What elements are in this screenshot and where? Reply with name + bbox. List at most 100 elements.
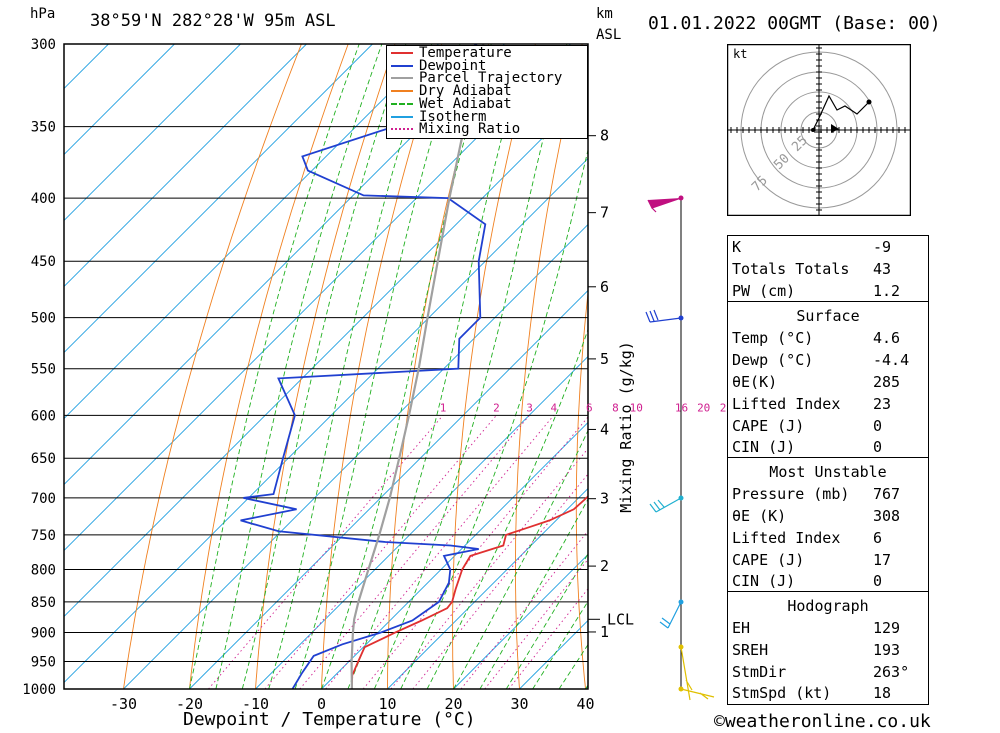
- storm-motion-arrow: [831, 124, 839, 133]
- surface-cin-value: 0: [873, 438, 883, 456]
- legend-item: Parcel Trajectory: [391, 70, 563, 87]
- dry-adiabat-line: [635, 44, 675, 689]
- sreh-label: SREH: [732, 641, 769, 659]
- legend-swatch: [391, 64, 413, 67]
- pressure-tick-label: 300: [31, 37, 56, 53]
- pressure-tick-label: 700: [31, 491, 56, 507]
- hodo-table-title: Hodograph: [787, 597, 869, 615]
- isotherm-line: [123, 223, 588, 689]
- temp-tick-label: 0: [317, 695, 326, 713]
- mu-thetae-value: 308: [873, 507, 901, 525]
- unit-asl: ASL: [596, 27, 622, 43]
- mixing-ratio-tick-label: 16: [675, 401, 688, 414]
- mixing-ratio-line: [362, 416, 588, 689]
- legend-item: Wet Adiabat: [391, 95, 512, 112]
- pressure-tick-label: 500: [31, 311, 56, 327]
- legend-label: Mixing Ratio: [419, 121, 521, 138]
- wet-adiabat-line: [241, 44, 407, 689]
- mu-pressure-value: 767: [873, 485, 901, 503]
- surface-box: Surface Temp (°C) 4.6 Dewp (°C) -4.4 θE(…: [727, 301, 929, 459]
- legend-label: Wet Adiabat: [419, 95, 512, 112]
- wet-adiabat-line: [294, 44, 461, 689]
- surface-li-label: Lifted Index: [732, 395, 841, 413]
- wet-adiabat-line: [373, 44, 568, 689]
- surface-thetae-value: 285: [873, 373, 901, 391]
- mixing-ratio-tick-label: 20: [697, 401, 710, 414]
- temp-tick-label: 40: [576, 695, 594, 713]
- mu-cin-value: 0: [873, 572, 883, 590]
- mu-title: Most Unstable: [769, 463, 887, 481]
- eh-value: 129: [873, 619, 901, 637]
- wind-barb: [680, 688, 715, 700]
- pressure-tick-label: 550: [31, 362, 56, 378]
- isotherm-line: [64, 44, 439, 420]
- mixing-ratio-tick-label: 10: [630, 401, 643, 414]
- temperature-series: [351, 495, 588, 689]
- legend-label: Parcel Trajectory: [419, 70, 563, 87]
- pressure-tick-label: 600: [31, 408, 56, 424]
- legend: Temperature Dewpoint Parcel Trajectory Dry …: [386, 45, 588, 139]
- mixing-ratio-line: [325, 415, 555, 689]
- legend-item: Isotherm: [391, 108, 487, 125]
- totals-label: Totals Totals: [732, 260, 850, 278]
- stmdir-value: 263°: [873, 663, 910, 681]
- pressure-tick-label: 400: [31, 191, 56, 207]
- surface-li-value: 23: [873, 395, 892, 413]
- dry-adiabat-line: [123, 44, 302, 689]
- isotherm-line: [64, 91, 588, 618]
- stmspd-label: StmSpd (kt): [732, 684, 832, 702]
- mu-cin-label: CIN (J): [732, 572, 796, 590]
- mixing-ratio-tick-label: 1: [440, 401, 447, 414]
- height-tick-label: 4: [600, 420, 609, 438]
- isotherm-line: [64, 157, 588, 684]
- legend-swatch: [391, 52, 413, 54]
- isotherm-line: [255, 355, 588, 689]
- isotherm-line: [64, 44, 505, 486]
- surface-temp-value: 4.6: [873, 329, 901, 347]
- pressure-tick-label: 850: [31, 595, 56, 611]
- wind-barb: [647, 197, 682, 213]
- legend-item: Dewpoint: [391, 59, 486, 73]
- pressure-tick-label: 450: [31, 254, 56, 270]
- hodograph-start-point: [811, 128, 815, 132]
- hodograph-unit: kt: [733, 47, 747, 61]
- surface-title: Surface: [796, 307, 860, 325]
- mixing-ratio-line: [264, 415, 497, 689]
- mu-cape-value: 17: [873, 551, 892, 569]
- wind-barb: [680, 646, 693, 701]
- mu-li-label: Lifted Index: [732, 529, 841, 547]
- height-tick-label: 3: [600, 490, 609, 508]
- pressure-tick-label: 650: [31, 451, 56, 467]
- legend-label: Isotherm: [419, 108, 487, 125]
- legend-item: Dry Adiabat: [391, 84, 512, 98]
- temp-tick-label: 10: [378, 695, 396, 713]
- surface-dewp-label: Dewp (°C): [732, 351, 814, 369]
- isotherm-line: [64, 44, 373, 354]
- lcl-label: LCL: [607, 610, 634, 628]
- legend-swatch: [391, 128, 413, 131]
- x-axis-label: Dewpoint / Temperature (°C): [183, 709, 476, 730]
- mixing-ratio-tick-label: 6: [586, 401, 593, 414]
- isotherm-line: [387, 487, 588, 689]
- parcel-trajectory-series: [350, 44, 485, 689]
- isotherm-line: [189, 289, 588, 689]
- height-tick-label: 7: [600, 204, 609, 222]
- surface-dewp-value: -4.4: [873, 351, 910, 369]
- surface-cape-label: CAPE (J): [732, 417, 805, 435]
- wet-adiabat-line: [268, 44, 433, 689]
- pw-label: PW (cm): [732, 282, 796, 300]
- sreh-value: 193: [873, 641, 901, 659]
- surface-cin-label: CIN (J): [732, 438, 796, 456]
- mu-cape-label: CAPE (J): [732, 551, 805, 569]
- surface-cape-value: 0: [873, 417, 883, 435]
- temp-tick-label: -20: [176, 695, 203, 713]
- mixing-ratio-line: [208, 415, 444, 689]
- stmdir-label: StmDir: [732, 663, 787, 681]
- mixing-ratio-line: [299, 415, 530, 689]
- height-tick-label: 2: [600, 557, 609, 575]
- legend-swatch: [391, 77, 413, 80]
- wind-barb: [645, 309, 682, 323]
- dry-adiabat-line: [189, 44, 349, 689]
- pressure-tick-label: 1000: [22, 682, 56, 698]
